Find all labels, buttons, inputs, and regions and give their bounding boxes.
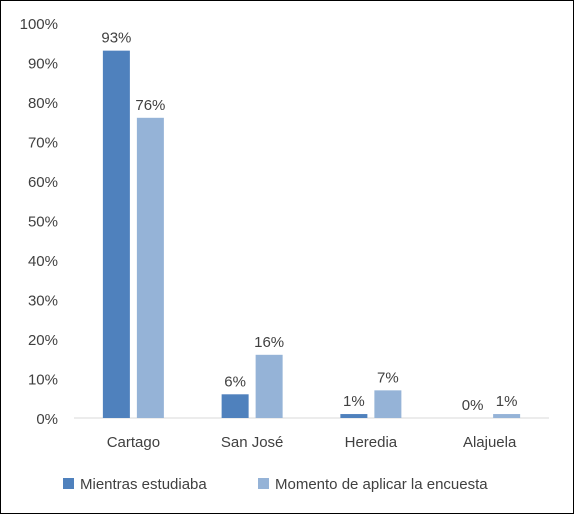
data-label: 76% [135, 97, 165, 114]
data-labels: 93% 76% 6% 16% 1% 7% 0% 1% [101, 30, 517, 414]
bar-mientras-estudiaba [102, 50, 130, 419]
y-tick-label: 20% [28, 332, 58, 349]
x-category-label: San José [221, 434, 284, 451]
bar-momento-encuesta [374, 390, 402, 418]
legend-swatch [63, 478, 74, 489]
data-label: 1% [343, 393, 365, 410]
legend: Mientras estudiaba Momento de aplicar la … [63, 476, 488, 493]
y-tick-label: 40% [28, 253, 58, 270]
y-tick-label: 0% [36, 411, 58, 428]
y-tick-label: 10% [28, 372, 58, 389]
y-tick-label: 70% [28, 135, 58, 152]
y-tick-label: 50% [28, 214, 58, 231]
x-category-label: Alajuela [463, 434, 517, 451]
x-axis-categories: Cartago San José Heredia Alajuela [107, 434, 517, 451]
bar-mientras-estudiaba [221, 394, 249, 418]
legend-label: Mientras estudiaba [80, 476, 207, 493]
legend-label: Momento de aplicar la encuesta [275, 476, 488, 493]
y-tick-label: 90% [28, 56, 58, 73]
x-category-label: Heredia [345, 434, 398, 451]
y-tick-label: 30% [28, 293, 58, 310]
data-label: 16% [254, 334, 284, 351]
bar-momento-encuesta [493, 414, 521, 418]
x-category-label: Cartago [107, 434, 160, 451]
y-tick-label: 80% [28, 95, 58, 112]
bar-momento-encuesta [136, 117, 164, 419]
data-label: 1% [496, 393, 518, 410]
y-axis-ticks: 0% 10% 20% 30% 40% 50% 60% 70% 80% 90% 100% [20, 16, 58, 428]
data-label: 6% [224, 373, 246, 390]
data-label: 0% [462, 397, 484, 414]
y-tick-label: 60% [28, 174, 58, 191]
data-label: 93% [101, 30, 131, 47]
bar-mientras-estudiaba [340, 414, 368, 418]
data-label: 7% [377, 369, 399, 386]
bar-momento-encuesta [255, 354, 283, 418]
legend-swatch [258, 478, 269, 489]
bars [102, 50, 521, 419]
y-tick-label: 100% [20, 16, 58, 33]
